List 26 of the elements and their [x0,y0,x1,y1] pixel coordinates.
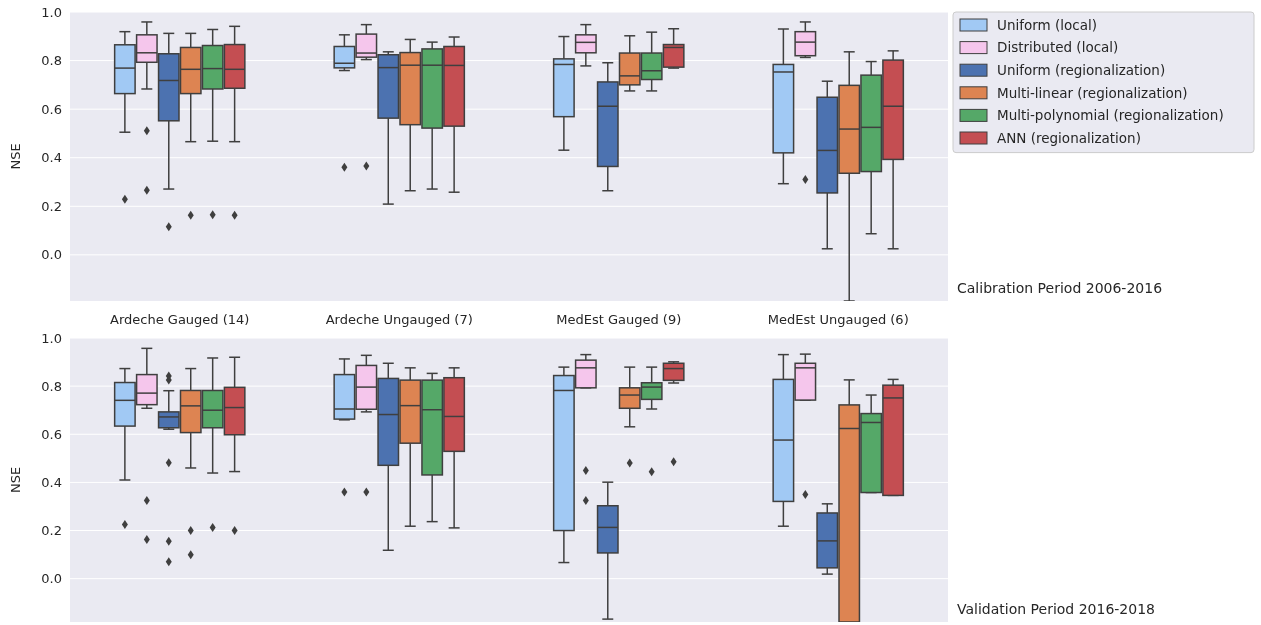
y-tick-label: 0.6 [41,101,62,117]
legend-label: Uniform (local) [997,16,1097,33]
y-axis-title: NSE [8,143,23,170]
y-tick-label: 0.8 [41,53,62,69]
y-tick-label: 0.8 [41,378,62,394]
y-tick-label: 0.4 [41,474,62,490]
x-tick-label: MedEst Ungauged (6) [767,312,909,327]
x-tick-label: Ardeche Gauged (14) [110,312,250,327]
legend-label: Multi-polynomial (regionalization) [997,107,1224,124]
x-tick-label: MedEst Gauged (9) [556,312,682,327]
legend-label: Distributed (local) [997,39,1119,56]
x-tick-label: Ardeche Ungauged (7) [325,312,473,327]
text: Calibration Period 2006-2016 [957,280,1163,296]
y-axis-title: NSE [8,466,23,494]
y-tick-label: 0.2 [41,523,62,539]
y-tick-label: 0.4 [41,150,62,166]
y-tick-label: 0.0 [41,571,62,587]
legend-label: ANN (regionalization) [997,129,1141,146]
y-tick-label: 0.6 [41,426,62,442]
text: Validation Period 2016-2018 [957,601,1155,617]
y-tick-label: 0.0 [41,247,62,263]
legend-label: Multi-linear (regionalization) [997,84,1188,101]
legend-label: Uniform (regionalization) [997,61,1166,78]
y-tick-label: 0.2 [41,198,62,214]
y-tick-label: 1.0 [41,330,62,346]
y-tick-label: 1.0 [41,4,62,20]
